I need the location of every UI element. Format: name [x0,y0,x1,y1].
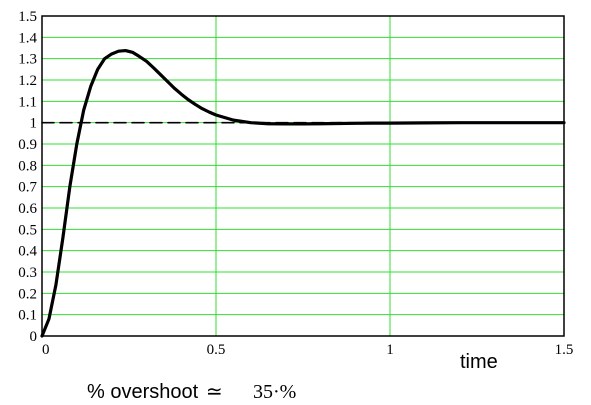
y-tick-label: 1.4 [18,30,37,46]
grid-lines [42,16,564,336]
approx-symbol: ≃ [206,381,223,403]
x-tick-label: 1 [386,342,394,358]
series-layer [40,48,566,338]
x-tick-label: 0.5 [207,342,226,358]
y-tick-label: 1.1 [18,94,37,110]
x-tick-label: 1.5 [555,342,574,358]
y-tick-label: 0 [30,329,38,345]
y-tick-label: 0.7 [18,180,37,196]
y-tick-label: 0.9 [18,137,37,153]
y-tick-label: 0.6 [18,201,37,217]
y-tick-label: 0.8 [18,158,37,174]
overshoot-label: % overshoot [87,381,199,403]
y-tick-label: 0.3 [18,265,37,281]
x-tick-label: 0 [42,342,50,358]
y-tick-label: 1.2 [18,73,37,89]
tick-labels: 0 0.1 0.2 0.3 0.4 0.5 0.6 0.7 0.8 0.9 1 1.1 1.2 1.3 1.… [18,9,573,358]
overshoot-annotation: % overshoot ≃ 35·% [87,381,296,403]
y-tick-label: 0.1 [18,308,37,324]
response-curve [40,48,566,338]
plot-frame [41,15,565,337]
overshoot-value: 35·% [253,381,296,403]
y-tick-label: 1 [30,116,38,132]
y-tick-label: 0.5 [18,222,37,238]
y-tick-label: 1.3 [18,52,37,68]
y-tick-label: 1.5 [18,9,37,25]
y-tick-label: 0.4 [18,244,37,260]
x-axis-label: time [460,351,498,373]
y-tick-label: 0.2 [18,286,37,302]
